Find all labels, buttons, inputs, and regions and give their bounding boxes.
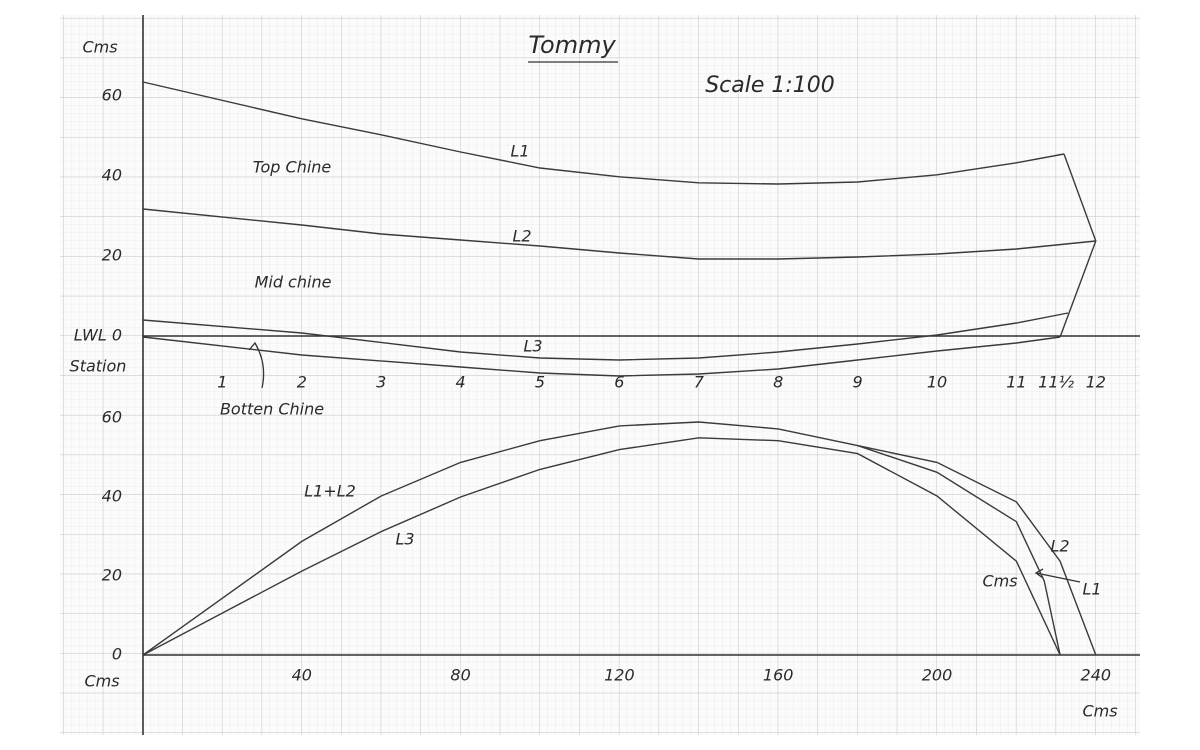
y-axis-label: Cms [84,672,119,691]
series-label: L3 [395,530,414,549]
x-tick-label: 8 [773,373,783,392]
annotation: Top Chine [253,158,332,177]
series-label: L1 [510,142,529,161]
line-series [142,312,1069,361]
series-label: L2 [1050,537,1069,556]
x-axis-label: Cms [1082,702,1117,721]
x-axis-label: Station [70,357,127,376]
series-label: L3 [523,337,542,356]
x-tick-label: 10 [927,373,947,392]
subtitle: Scale 1:100 [705,73,835,98]
arrow [1034,568,1081,583]
x-tick-label: 240 [1081,666,1112,685]
x-tick-label: 9 [853,373,863,392]
x-tick-label: 11 [1006,373,1026,392]
x-tick-label: 5 [535,373,545,392]
x-tick-label: 6 [614,373,624,392]
arrow [248,341,265,389]
series-label: L2 [512,227,531,246]
series-label: L1+L2 [304,482,356,501]
x-tick-label: 1 [217,373,227,392]
y-tick-label: 0 [112,645,122,664]
x-tick-label: 11½ [1038,373,1074,392]
x-tick-label: 160 [763,666,794,685]
x-tick-label: 2 [297,373,307,392]
x-tick-label: 80 [450,666,470,685]
chart-title: Tommy [528,31,616,59]
y-tick-label: 40 [102,166,122,185]
line-series [857,444,1061,656]
x-tick-label: 40 [292,666,312,685]
y-tick-label: LWL 0 [74,326,122,345]
line-series [142,421,858,656]
line-series [857,444,1097,656]
x-tick-label: 3 [376,373,386,392]
annotation: Cms [982,572,1017,591]
x-tick-label: 4 [456,373,466,392]
x-tick-label: 200 [922,666,953,685]
y-tick-label: 20 [102,566,122,585]
line-series [142,81,1065,185]
y-tick-label: 40 [102,487,122,506]
x-tick-label: 120 [604,666,635,685]
annotation: Botten Chine [220,400,324,419]
x-tick-label: 7 [694,373,705,392]
line-series [142,208,1096,260]
line-series [142,336,1061,377]
y-axis-label: Cms [82,38,117,57]
annotation: Mid chine [255,273,332,292]
line-series [142,437,1061,656]
y-tick-label: 60 [102,408,122,427]
line-series [1059,153,1097,338]
y-tick-label: 60 [102,86,122,105]
series-label: L1 [1082,580,1101,599]
y-tick-label: 20 [102,246,122,265]
x-tick-label: 12 [1086,373,1106,392]
